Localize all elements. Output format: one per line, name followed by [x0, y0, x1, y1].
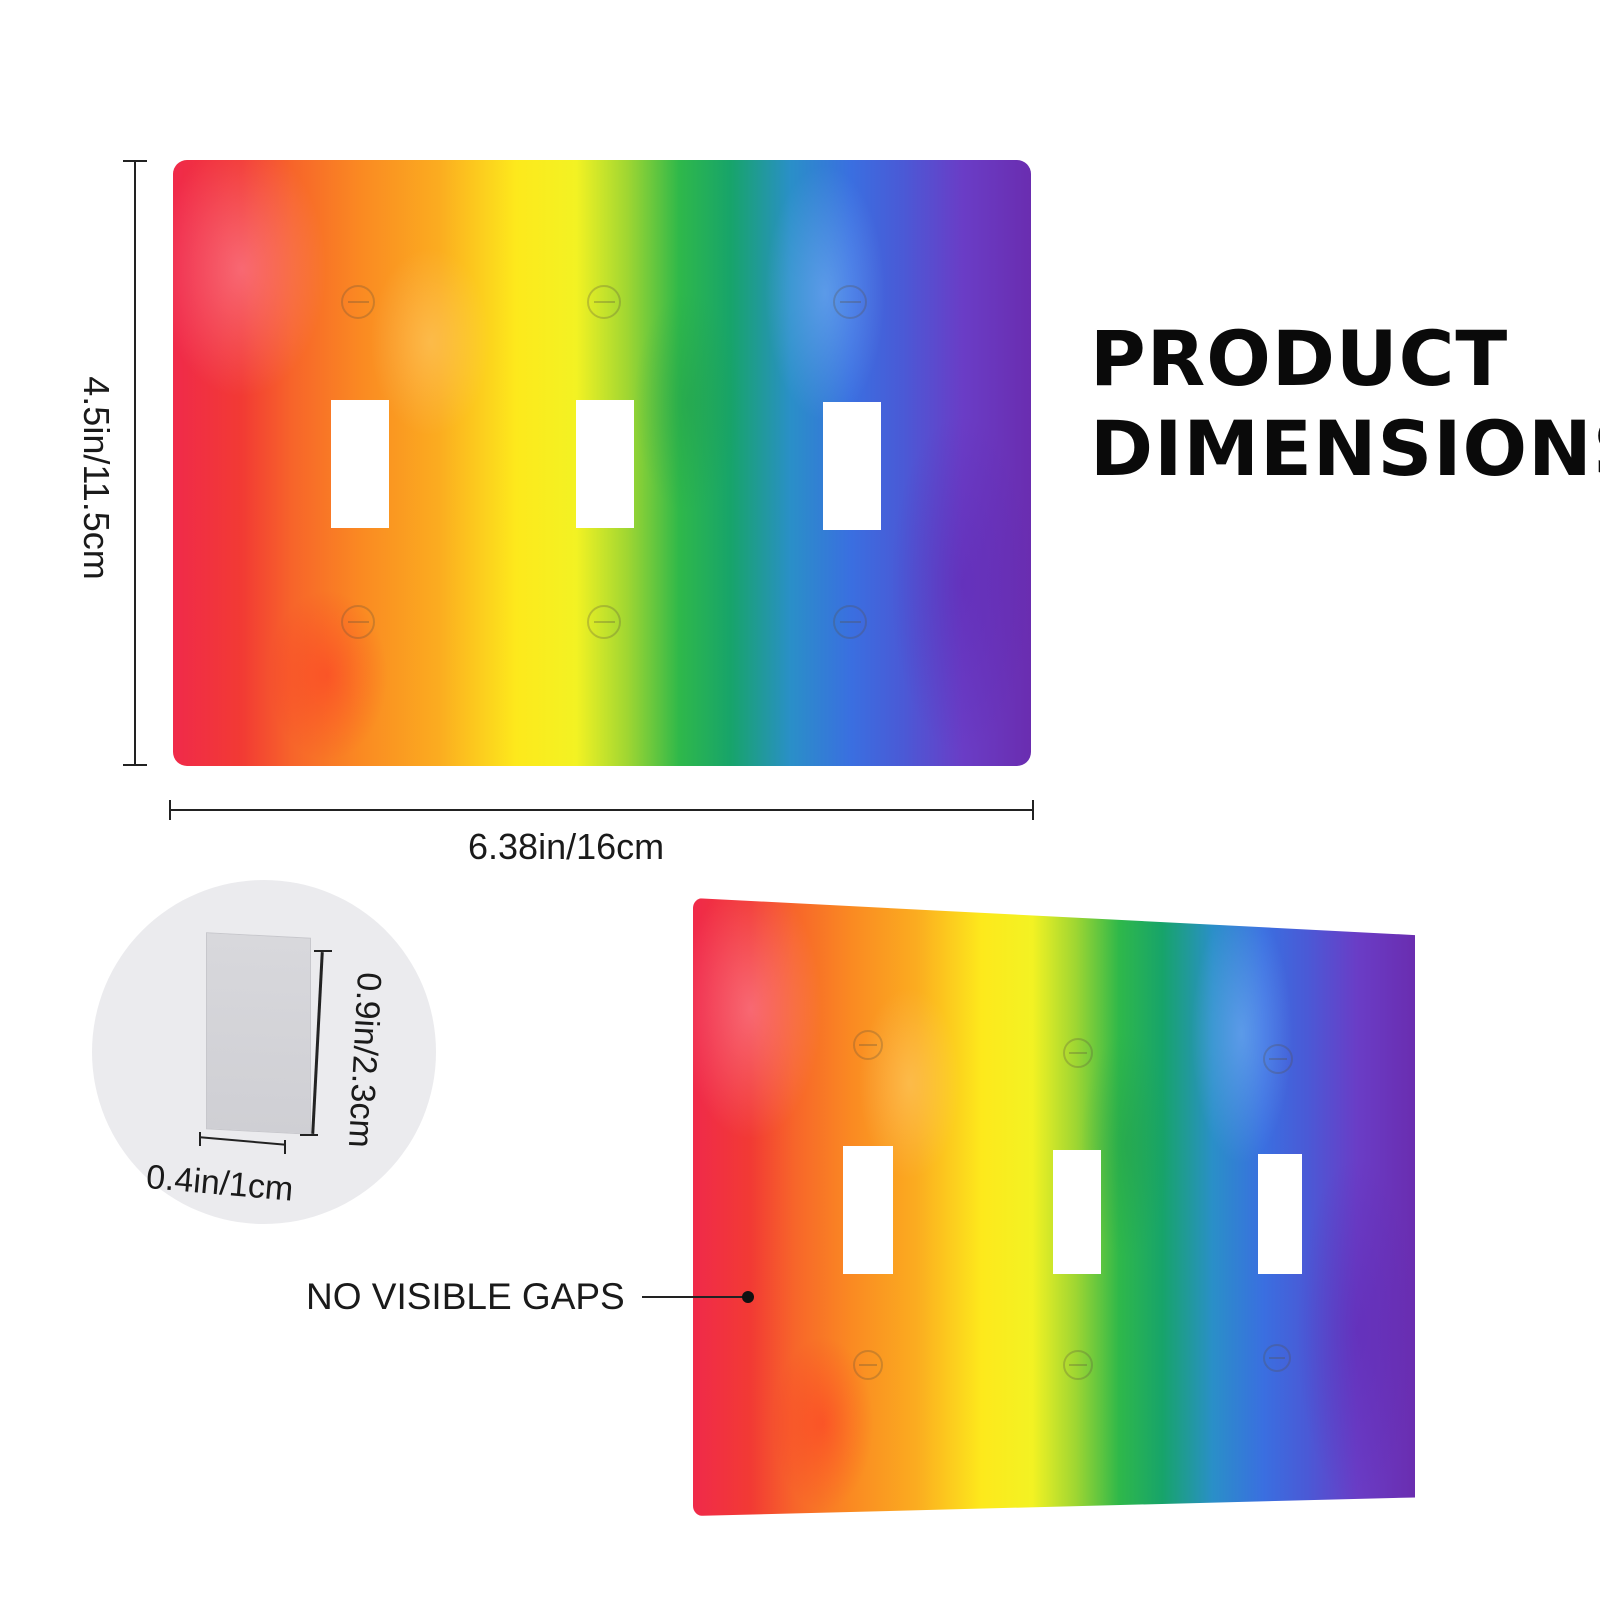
angled-toggle-slot-right: [1258, 1154, 1302, 1274]
screw-top-middle: [587, 285, 621, 319]
height-dimension-line: [134, 160, 136, 766]
height-label: 4.5in/11.5cm: [76, 376, 117, 580]
angled-screw-bottom-left: [853, 1350, 883, 1380]
depth-tick-top: [314, 950, 332, 952]
width-dimension-line: [170, 809, 1034, 811]
no-visible-gaps-label: NO VISIBLE GAPS: [306, 1276, 625, 1317]
callout-leader-line: [642, 1296, 746, 1298]
front-plate: [173, 160, 1031, 766]
toggle-slot-middle: [576, 400, 634, 528]
angled-screw-bottom-right: [1263, 1344, 1291, 1372]
screw-bottom-right: [833, 605, 867, 639]
toggle-slot-left: [331, 400, 389, 528]
toggle-slot-right: [823, 402, 881, 530]
callout-dot: [742, 1291, 754, 1303]
screw-bottom-left: [341, 605, 375, 639]
angled-screw-top-right: [1263, 1044, 1293, 1074]
title-line-2: DIMENSIONS: [1090, 404, 1600, 493]
screw-top-left: [341, 285, 375, 319]
width-tick-right: [1032, 800, 1034, 820]
height-tick-bottom: [123, 764, 147, 766]
plate-edge-profile: [206, 932, 311, 1135]
angled-screw-top-middle: [1063, 1038, 1093, 1068]
angled-toggle-slot-left: [843, 1146, 893, 1274]
width-label: 6.38in/16cm: [468, 826, 665, 867]
angled-toggle-slot-middle: [1053, 1150, 1101, 1274]
page-title: PRODUCT DIMENSIONS: [1090, 314, 1600, 494]
thickness-tick-right: [284, 1140, 286, 1154]
height-tick-top: [123, 160, 147, 162]
angled-plate: [693, 898, 1415, 1516]
angled-screw-bottom-middle: [1063, 1350, 1093, 1380]
screw-top-right: [833, 285, 867, 319]
width-tick-left: [169, 800, 171, 820]
title-line-1: PRODUCT: [1090, 314, 1509, 403]
depth-tick-bottom: [300, 1134, 318, 1136]
angled-screw-top-left: [853, 1030, 883, 1060]
screw-bottom-middle: [587, 605, 621, 639]
thickness-tick-left: [199, 1132, 201, 1146]
